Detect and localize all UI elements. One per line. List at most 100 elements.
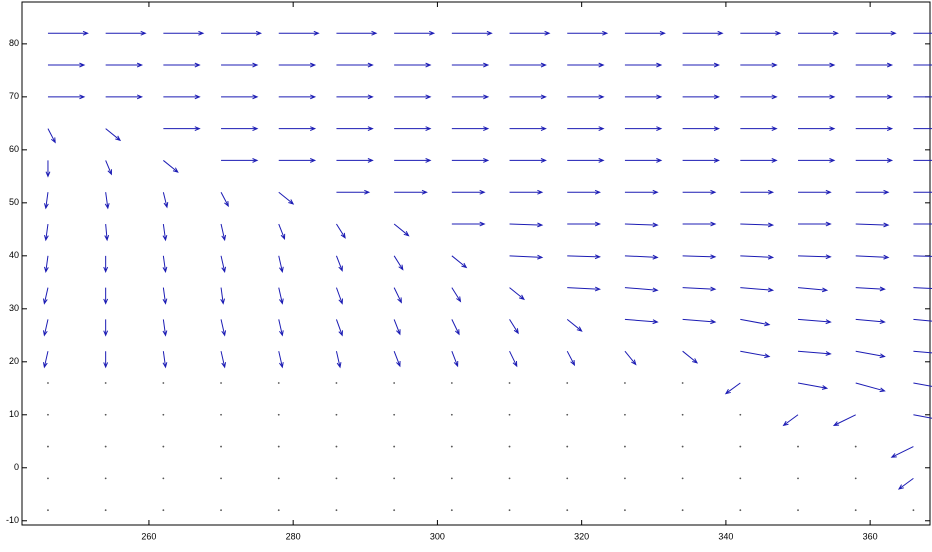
arrow: [103, 287, 109, 305]
zero-vector: [624, 413, 626, 416]
arrow: [451, 158, 490, 163]
zero-vector: [104, 445, 107, 448]
arrow: [740, 350, 771, 359]
arrow: [221, 158, 259, 163]
arrow: [393, 351, 401, 368]
zero-vector: [739, 413, 742, 416]
arrow: [105, 62, 144, 68]
arrow: [798, 158, 836, 163]
arrow: [855, 350, 886, 359]
zero-vector: [797, 509, 799, 512]
arrow: [855, 158, 894, 163]
arrow: [162, 223, 168, 242]
zero-vector: [162, 509, 165, 512]
arrow: [451, 94, 490, 100]
zero-vector: [681, 477, 684, 480]
zero-vector: [335, 382, 338, 384]
arrow: [798, 254, 832, 260]
zero-vector: [797, 477, 799, 480]
zero-vector: [739, 509, 742, 512]
arrow: [624, 189, 659, 195]
zero-vector: [566, 477, 569, 480]
zero-vector: [566, 509, 569, 512]
arrow: [221, 62, 259, 68]
arrow: [740, 30, 782, 36]
arrow: [162, 287, 168, 305]
arrow: [47, 128, 56, 144]
arrow: [335, 287, 343, 305]
zero-vector: [854, 477, 857, 480]
zero-vector: [681, 382, 684, 384]
zero-vector: [335, 445, 338, 448]
zero-vector: [624, 382, 626, 384]
arrow: [394, 30, 436, 36]
arrow: [336, 158, 374, 163]
arrow: [624, 318, 659, 325]
arrow: [451, 62, 490, 68]
arrow: [220, 351, 227, 369]
zero-vector: [162, 413, 165, 416]
arrow: [278, 287, 284, 305]
arrow: [855, 382, 886, 393]
arrow: [278, 223, 286, 241]
arrow: [394, 158, 432, 163]
arrow: [221, 94, 259, 100]
arrow: [335, 255, 343, 272]
zero-vector: [335, 509, 338, 512]
zero-vector: [220, 509, 222, 512]
arrow: [278, 351, 284, 369]
zero-vector: [277, 509, 280, 512]
arrow: [682, 318, 717, 325]
arrow: [336, 126, 374, 132]
arrow: [567, 62, 605, 68]
arrow: [509, 189, 544, 195]
x-tick-label: 320: [574, 531, 589, 541]
x-tick-label: 340: [718, 531, 733, 541]
arrow: [566, 350, 576, 367]
arrow: [220, 319, 227, 337]
arrow: [451, 351, 459, 368]
arrow: [105, 30, 147, 36]
arrow: [682, 158, 720, 163]
arrow: [509, 222, 544, 228]
arrow: [47, 62, 86, 68]
arrow: [567, 221, 601, 227]
arrow: [162, 319, 168, 337]
arrow: [47, 30, 89, 36]
arrow: [162, 255, 168, 273]
arrow: [393, 287, 402, 304]
arrow: [624, 30, 666, 36]
zero-vector: [681, 509, 684, 512]
arrow: [740, 94, 778, 100]
zero-vector: [854, 509, 857, 512]
zero-vector: [220, 445, 222, 448]
arrow: [913, 191, 932, 193]
arrow: [451, 189, 486, 195]
arrow: [890, 446, 914, 458]
arrow: [913, 32, 932, 34]
arrow: [740, 189, 775, 195]
arrow: [105, 128, 122, 142]
arrow: [103, 319, 109, 337]
arrow: [163, 126, 201, 132]
arrow: [451, 287, 462, 303]
zero-vector: [277, 477, 280, 480]
arrow: [740, 254, 775, 260]
zero-vector: [220, 382, 222, 384]
arrow: [336, 62, 374, 68]
zero-vector: [450, 509, 453, 512]
arrow: [451, 255, 468, 269]
arrow: [221, 30, 263, 36]
arrow: [278, 126, 317, 132]
arrow: [220, 287, 226, 305]
arrow: [855, 30, 897, 36]
arrow: [451, 30, 493, 36]
x-tick-label: 260: [141, 531, 156, 541]
arrow: [509, 158, 547, 163]
arrow: [394, 189, 428, 195]
arrow: [278, 191, 295, 205]
zero-vector: [566, 382, 569, 384]
arrow: [278, 319, 284, 337]
arrow: [220, 223, 227, 242]
arrow: [42, 287, 49, 305]
